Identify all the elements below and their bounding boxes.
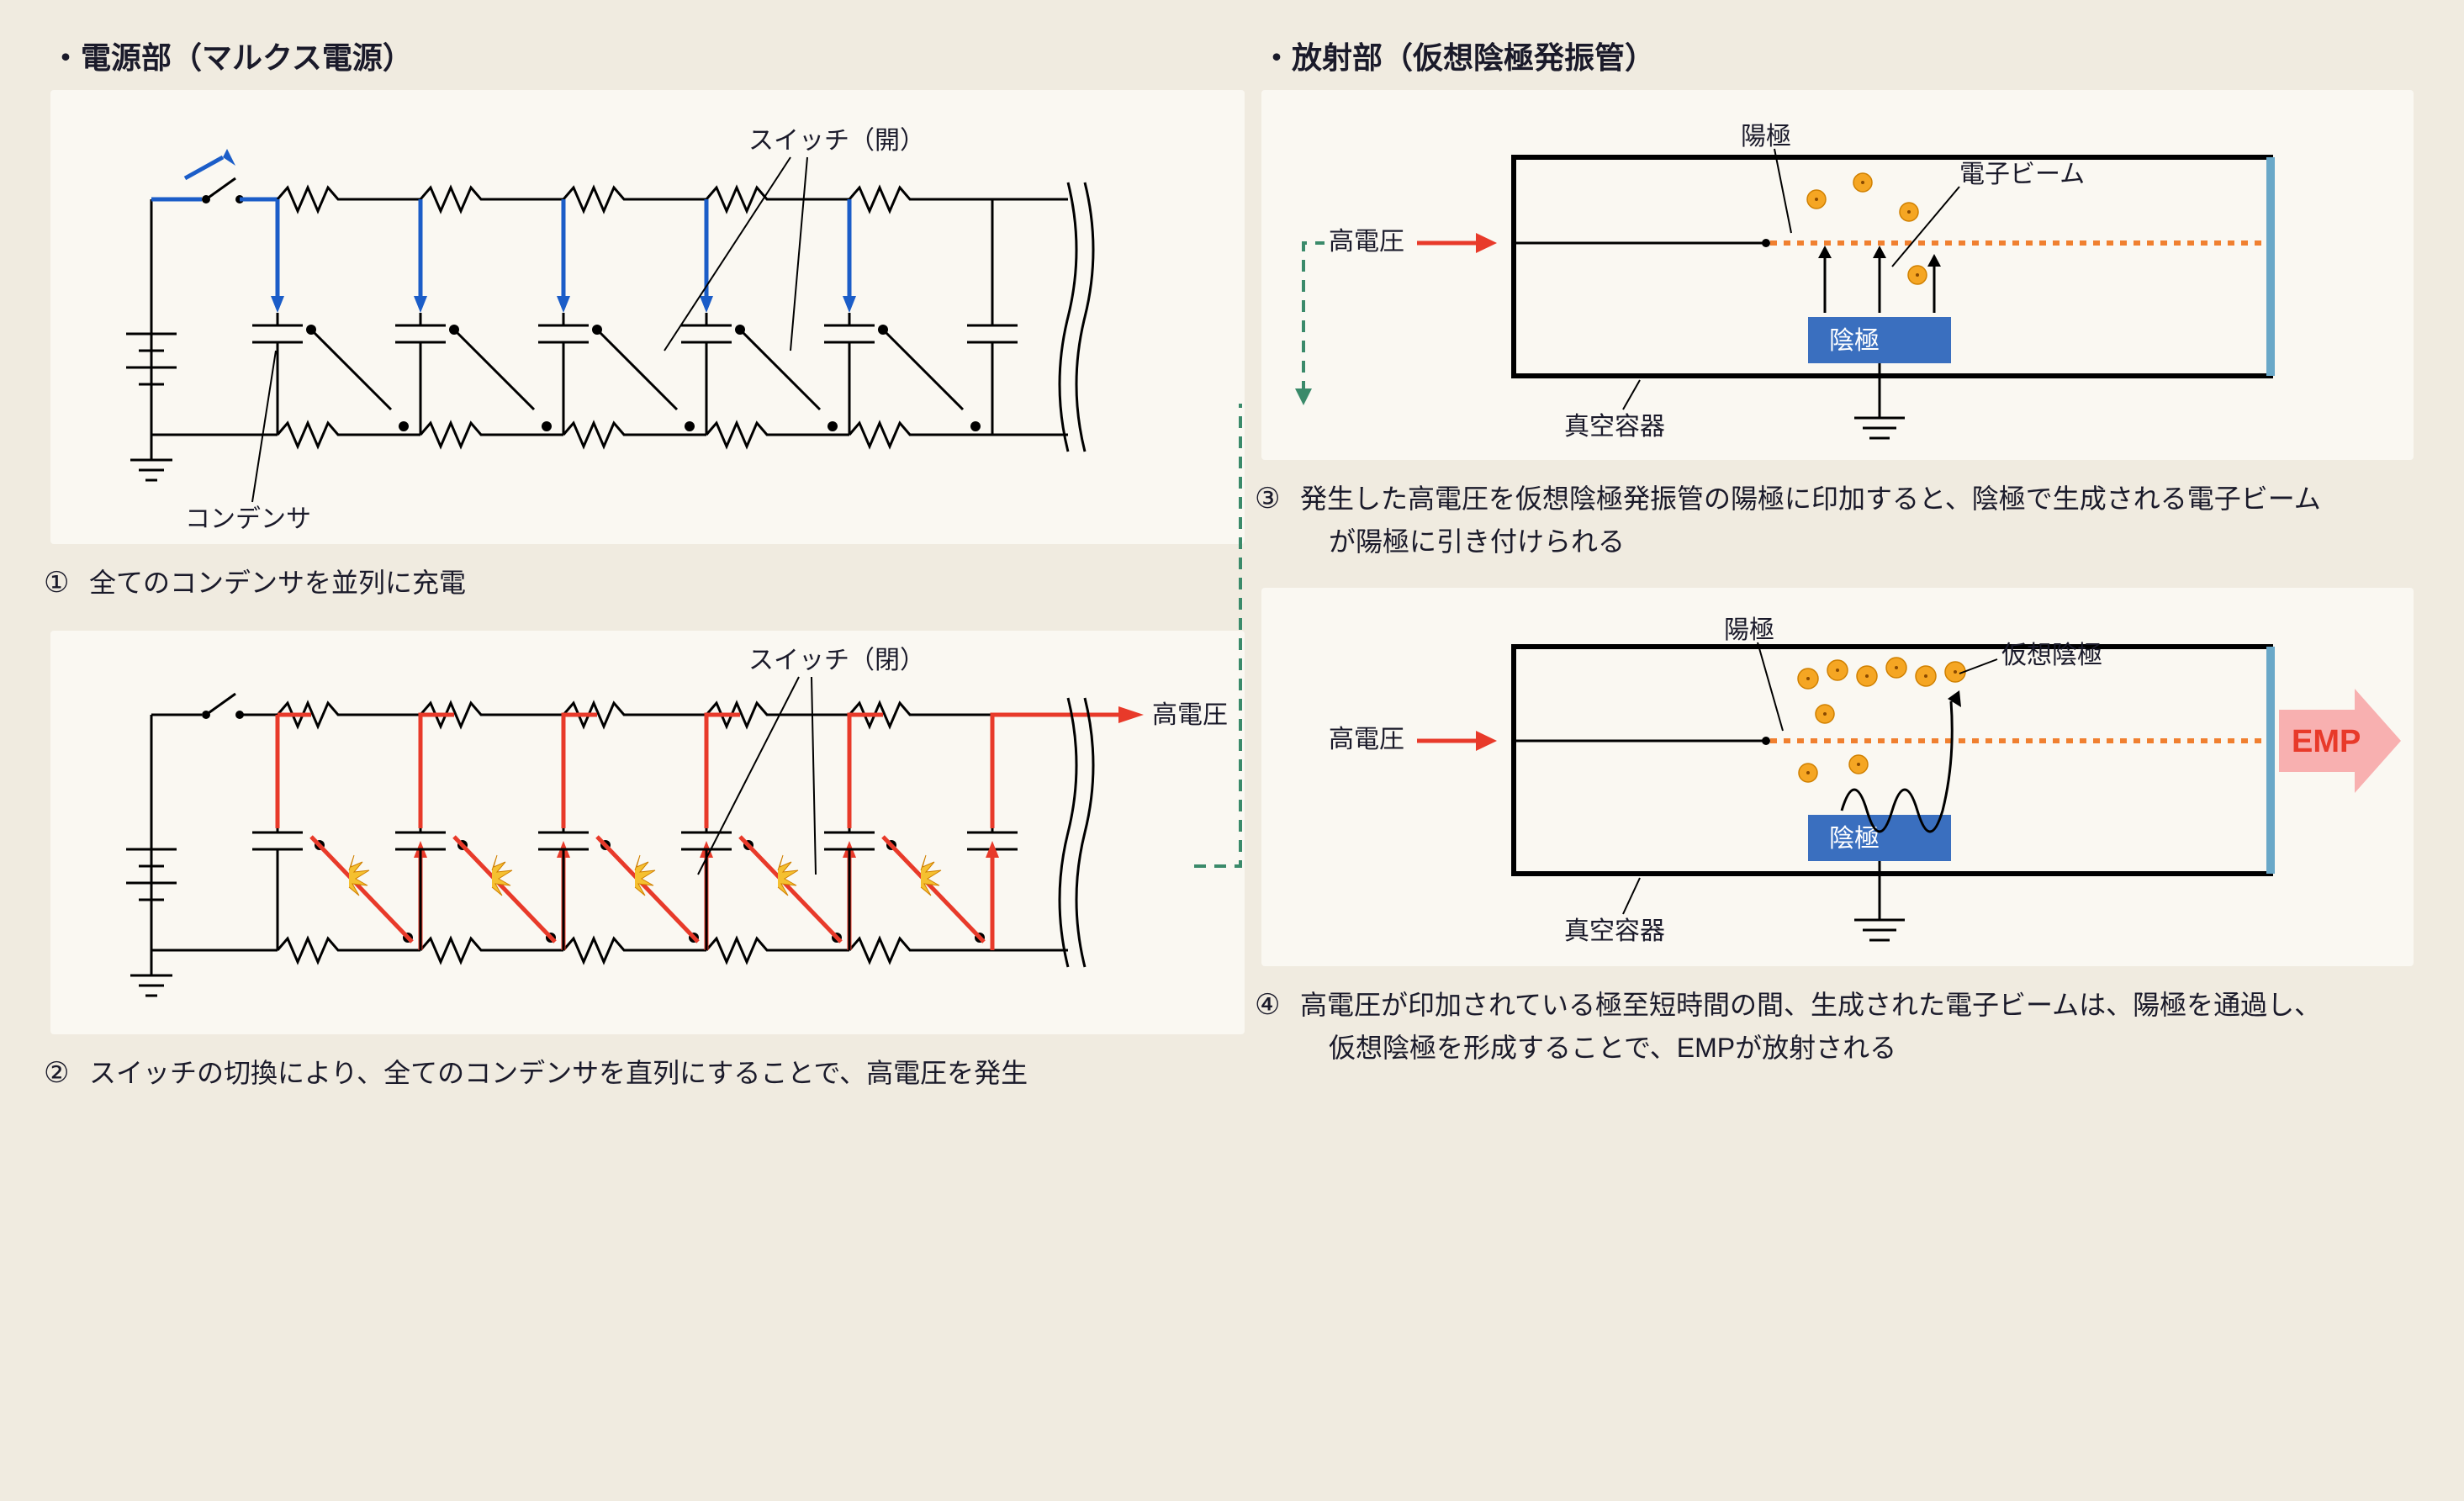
diagram-4: 高電圧 陰極 <box>1261 588 2414 966</box>
cathode-label-4: 陰極 <box>1829 825 1880 853</box>
caption-1-text: 全てのコンデンサを並列に充電 <box>89 568 466 598</box>
switch-closed-label: スイッチ（閉） <box>748 647 925 674</box>
vacuum-label-3: 真空容器 <box>1564 413 1665 441</box>
beam-label-3: 電子ビーム <box>1959 161 2085 188</box>
caption-4-text: 高電圧が印加されている極至短時間の間、生成された電子ビームは、陽極を通過し、仮想… <box>1300 990 2321 1063</box>
diagram-3: 高電圧 陰極 <box>1261 90 2414 460</box>
marx-discharging-svg: スイッチ（閉） 高電圧 <box>59 639 1236 1026</box>
diagram-1: スイッチ（開） コンデンサ <box>50 90 1245 544</box>
vacuum-label-4: 真空容器 <box>1564 917 1665 945</box>
diagram-2: スイッチ（閉） 高電圧 <box>50 631 1245 1034</box>
top-resistors <box>278 188 1068 211</box>
capacitor-label: コンデンサ <box>185 505 311 533</box>
caption-1: ①全てのコンデンサを並列に充電 <box>67 561 1166 605</box>
caption-3-text: 発生した高電圧を仮想陰極発振管の陽極に印加すると、陰極で生成される電子ビームが陽… <box>1300 484 2321 557</box>
stages-closed <box>252 706 1144 950</box>
virtual-cathode-cluster <box>1798 658 1965 782</box>
caption-3: ③発生した高電圧を仮想陰極発振管の陽極に印加すると、陰極で生成される電子ビームが… <box>1278 477 2338 563</box>
cathode-label-3: 陰極 <box>1829 327 1880 355</box>
hv-label-4: 高電圧 <box>1329 726 1404 753</box>
vircator-svg-1: 高電圧 陰極 <box>1270 98 2405 452</box>
marx-charging-svg: スイッチ（開） コンデンサ <box>59 98 1194 536</box>
page-container: ・電源部（マルクス電源） <box>50 34 2414 1467</box>
right-column: ・放射部（仮想陰極発振管） 高電圧 陰極 <box>1261 34 2414 1467</box>
right-title: ・放射部（仮想陰極発振管） <box>1261 34 2414 77</box>
hv-label-3: 高電圧 <box>1329 228 1404 256</box>
stages-open <box>252 199 1018 435</box>
vircator-svg-2: 高電圧 陰極 <box>1270 596 2405 958</box>
switch-open-label: スイッチ（開） <box>748 127 925 155</box>
anode-label-4: 陽極 <box>1724 616 1774 644</box>
emp-label: EMP <box>2292 724 2361 759</box>
virtual-label-4: 仮想陰極 <box>2001 642 2102 669</box>
anode-label-3: 陽極 <box>1741 123 1791 151</box>
emp-arrow-icon: EMP <box>2279 689 2401 793</box>
caption-2: ②スイッチの切換により、全てのコンデンサを直列にすることで、高電圧を発生 <box>67 1051 1166 1096</box>
left-column: ・電源部（マルクス電源） <box>50 34 1245 1467</box>
caption-4: ④高電圧が印加されている極至短時間の間、生成された電子ビームは、陽極を通過し、仮… <box>1278 983 2338 1069</box>
caption-2-text: スイッチの切換により、全てのコンデンサを直列にすることで、高電圧を発生 <box>89 1058 1028 1088</box>
hv-label-left: 高電圧 <box>1152 701 1228 729</box>
left-title: ・電源部（マルクス電源） <box>50 34 1245 77</box>
